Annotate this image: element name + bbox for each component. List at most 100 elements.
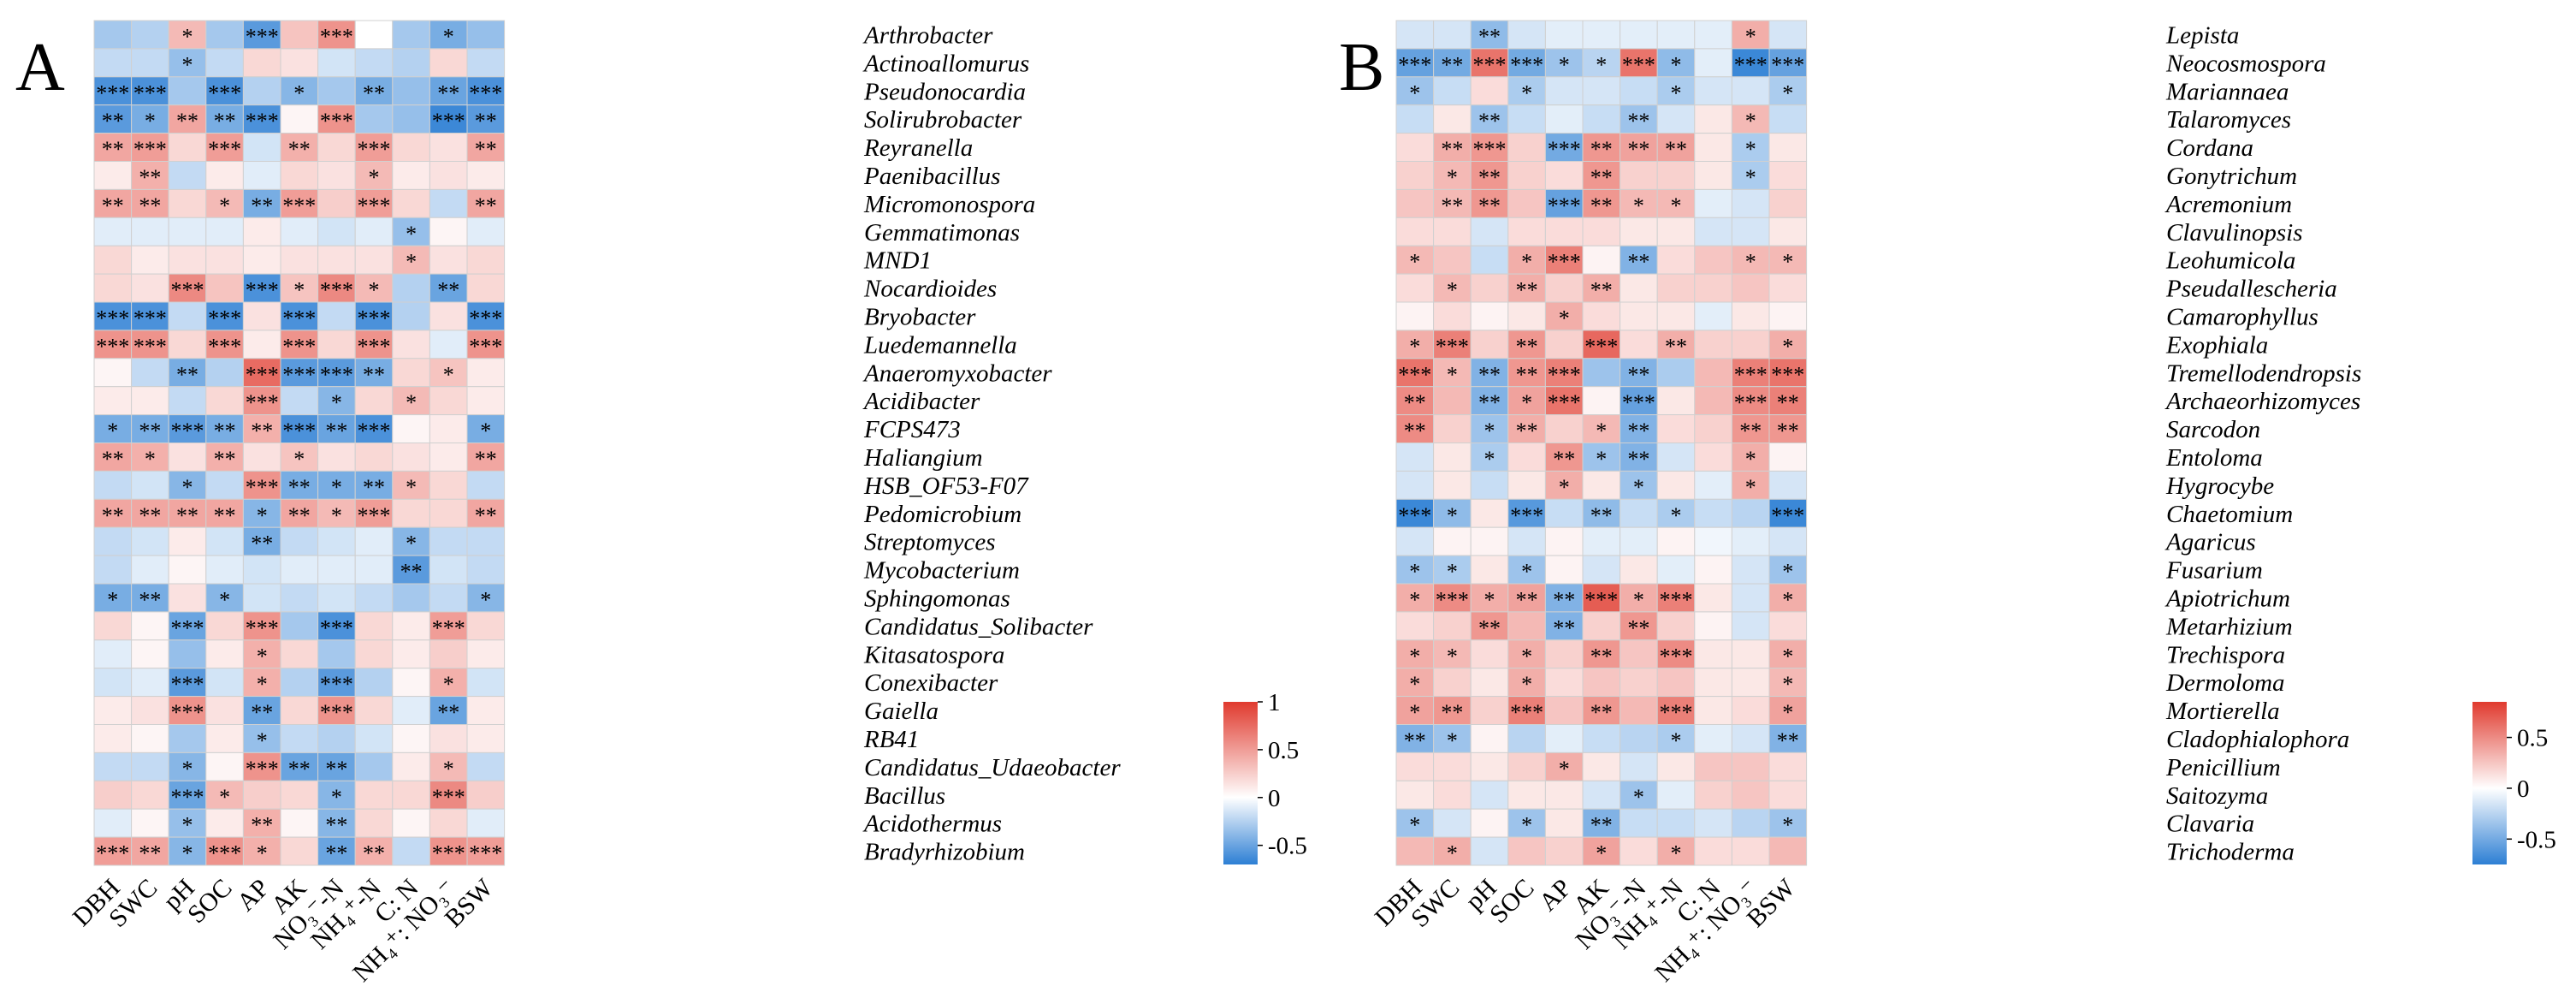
heatmap-cell: [1544, 583, 1584, 613]
heatmap-cell: [1470, 583, 1509, 613]
heatmap-cell: [466, 526, 506, 556]
heatmap-cell: [1395, 611, 1435, 641]
heatmap-cell: [392, 639, 430, 669]
row-label-pedomicrobium: Pedomicrobium: [863, 501, 1022, 528]
heatmap-cell: [1768, 330, 1808, 359]
heatmap-cell: [1470, 526, 1509, 556]
heatmap-cell: [1694, 20, 1732, 50]
significance-mark: ***: [469, 80, 502, 105]
heatmap-cell: [168, 414, 207, 444]
significance-mark: **: [1516, 334, 1538, 359]
heatmap-cell: [1544, 161, 1584, 190]
significance-mark: *: [1409, 700, 1420, 725]
significance-mark: ***: [1548, 193, 1581, 218]
heatmap-cell: [1620, 217, 1658, 247]
heatmap-cell: [429, 780, 468, 810]
heatmap-cell: [1768, 836, 1808, 866]
heatmap-cell: [131, 414, 169, 444]
heatmap-cell: [1731, 583, 1770, 613]
row-label-saitozyma: Saitozyma: [2166, 782, 2268, 810]
significance-mark: **: [139, 841, 161, 866]
significance-mark: *: [107, 419, 118, 443]
row-label-pseudallescheria: Pseudallescheria: [2165, 276, 2337, 303]
heatmap-cell: [131, 555, 169, 585]
heatmap-cell: [1395, 76, 1435, 106]
significance-mark: ***: [133, 306, 167, 330]
heatmap-cell: [354, 161, 394, 190]
heatmap-cell: [242, 217, 281, 247]
significance-mark: **: [214, 447, 236, 472]
significance-mark: **: [1478, 109, 1501, 134]
heatmap-cell: [1768, 386, 1808, 416]
heatmap-cell: [1470, 639, 1509, 669]
row-label-pseudonocardia: Pseudonocardia: [863, 78, 1026, 105]
significance-mark: *: [331, 390, 342, 415]
heatmap-cell: [1656, 20, 1696, 50]
heatmap-cell: [1620, 161, 1658, 190]
heatmap-cell: [429, 470, 468, 500]
heatmap-cell: [131, 358, 169, 388]
heatmap-cell: [1544, 526, 1584, 556]
heatmap-cell: [205, 808, 244, 838]
colorbar: [2472, 702, 2507, 864]
heatmap-cell: [280, 386, 319, 416]
heatmap-cell: [168, 161, 207, 190]
heatmap-cell: [1470, 724, 1509, 753]
heatmap-cell: [280, 526, 319, 556]
row-label-cordana: Cordana: [2166, 134, 2253, 162]
heatmap-cell: [242, 414, 281, 444]
heatmap-cell: [1656, 330, 1696, 359]
heatmap-cell: [392, 696, 430, 725]
significance-mark: *: [1447, 728, 1458, 753]
heatmap-cell: [466, 20, 506, 50]
significance-mark: ***: [1473, 52, 1507, 77]
heatmap-cell: [1433, 583, 1472, 613]
heatmap-cell: [1582, 611, 1621, 641]
significance-mark: ***: [282, 193, 316, 218]
significance-mark: *: [1447, 362, 1458, 387]
colorbar-tick-label: 0.5: [1268, 737, 1299, 764]
heatmap-cell: [93, 48, 133, 78]
significance-mark: **: [214, 109, 236, 134]
heatmap-cell: [1544, 696, 1584, 725]
heatmap-cell: [1544, 104, 1584, 134]
heatmap-cell: [205, 443, 244, 472]
heatmap-cell: [317, 133, 356, 163]
significance-mark: **: [1777, 419, 1799, 443]
significance-mark: *: [1521, 250, 1532, 275]
significance-mark: ***: [358, 137, 391, 162]
heatmap-cell: [1656, 414, 1696, 444]
significance-mark: ***: [1771, 503, 1804, 528]
heatmap-cell: [317, 301, 356, 331]
heatmap-cell: [429, 133, 468, 163]
heatmap-cell: [1768, 133, 1808, 163]
significance-mark: ***: [1436, 587, 1469, 612]
heatmap-cell: [242, 611, 281, 641]
row-label-solirubrobacter: Solirubrobacter: [864, 106, 1022, 134]
heatmap-cell: [1620, 751, 1658, 781]
heatmap-cell: [205, 639, 244, 669]
significance-mark: ***: [1548, 390, 1581, 415]
significance-mark: ***: [282, 334, 316, 359]
significance-mark: *: [257, 644, 268, 668]
heatmap-cell: [280, 161, 319, 190]
significance-mark: *: [219, 193, 230, 218]
heatmap-cell: [1731, 443, 1770, 472]
row-label-gemmatimonas: Gemmatimonas: [864, 219, 1020, 247]
significance-mark: *: [1633, 193, 1644, 218]
heatmap-cell: [131, 217, 169, 247]
significance-mark: *: [1633, 587, 1644, 612]
significance-mark: ***: [1584, 587, 1618, 612]
heatmap-cell: [1731, 330, 1770, 359]
heatmap-cell: [1694, 273, 1732, 303]
heatmap-cell: [1544, 724, 1584, 753]
heatmap-cell: [1507, 498, 1546, 528]
row-label-tremellodendropsis: Tremellodendropsis: [2166, 359, 2361, 387]
significance-mark: ***: [358, 334, 391, 359]
heatmap-cell: [1544, 76, 1584, 106]
heatmap-cell: [1620, 20, 1658, 50]
heatmap-cell: [1620, 76, 1658, 106]
heatmap-cell: [280, 48, 319, 78]
heatmap-cell: [466, 330, 506, 359]
significance-mark: **: [1516, 278, 1538, 303]
